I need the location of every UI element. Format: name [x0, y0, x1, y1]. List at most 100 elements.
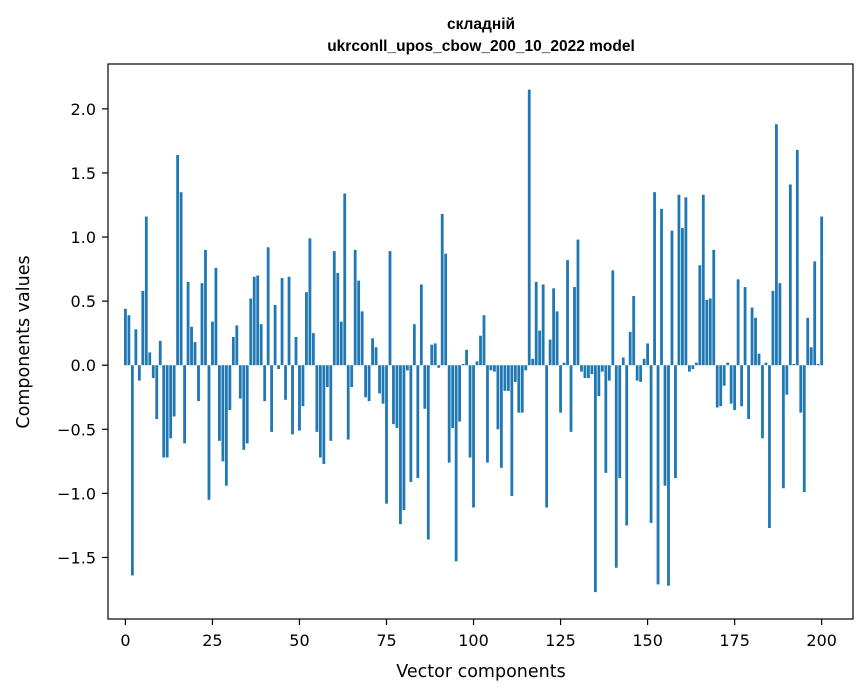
- bar-component-19: [190, 326, 193, 366]
- bar-component-167: [705, 299, 709, 366]
- bar-component-129: [573, 287, 576, 366]
- bar-component-195: [802, 365, 806, 493]
- bar-component-163: [691, 365, 695, 370]
- bar-component-58: [325, 365, 329, 387]
- bar-component-109: [503, 365, 507, 391]
- plot-area-frame: [107, 63, 854, 620]
- bar-component-40: [263, 365, 267, 402]
- bar-component-30: [228, 365, 232, 411]
- bar-component-173: [726, 362, 730, 366]
- bar-component-193: [795, 149, 799, 366]
- bar-component-83: [412, 324, 416, 366]
- bar-component-36: [249, 298, 253, 366]
- x-tick-label: 125: [545, 631, 576, 650]
- bar-component-87: [426, 365, 430, 540]
- bar-component-64: [346, 365, 350, 440]
- bar-component-200: [820, 216, 824, 366]
- bar-component-20: [193, 342, 197, 366]
- bar-component-123: [552, 288, 555, 366]
- bar-component-153: [656, 365, 660, 585]
- bar-component-194: [799, 365, 803, 413]
- bar-component-63: [343, 193, 347, 366]
- bar-component-125: [559, 365, 562, 413]
- bar-component-127: [566, 260, 569, 366]
- bar-component-18: [186, 281, 190, 366]
- bar-component-135: [593, 365, 597, 593]
- y-tick-label: 1.5: [71, 164, 96, 183]
- bar-component-154: [660, 208, 663, 366]
- bar-component-34: [242, 365, 246, 450]
- bar-component-7: [148, 352, 152, 366]
- bar-component-161: [684, 197, 688, 366]
- bar-component-116: [527, 89, 531, 366]
- bar-component-47: [287, 276, 291, 366]
- bar-component-60: [332, 251, 336, 366]
- bar-component-49: [294, 337, 298, 366]
- bar-component-132: [583, 365, 587, 379]
- bar-component-46: [284, 365, 287, 400]
- bar-component-71: [371, 338, 374, 366]
- bar-component-141: [614, 365, 618, 568]
- bar-component-9: [155, 365, 159, 420]
- bar-component-68: [360, 311, 364, 366]
- bar-component-42: [270, 365, 274, 432]
- bar-component-52: [305, 292, 308, 366]
- bar-component-53: [308, 238, 312, 366]
- bar-component-54: [312, 333, 315, 366]
- bar-component-65: [350, 365, 354, 387]
- bar-component-4: [137, 365, 141, 381]
- bar-component-96: [458, 365, 462, 422]
- x-tick-label: 25: [202, 631, 222, 650]
- bar-component-88: [430, 344, 434, 366]
- y-tick-label: 0.5: [71, 292, 96, 311]
- bar-component-190: [785, 365, 789, 395]
- bar-component-85: [419, 284, 423, 366]
- bar-component-137: [600, 365, 604, 372]
- bar-component-145: [628, 331, 632, 366]
- bar-component-73: [378, 365, 381, 394]
- bar-component-5: [141, 290, 145, 366]
- bar-component-115: [524, 365, 528, 371]
- bar-component-175: [733, 365, 737, 411]
- bar-component-80: [402, 365, 406, 511]
- bar-component-139: [607, 365, 611, 381]
- bar-component-169: [712, 249, 716, 366]
- bar-component-168: [708, 298, 712, 366]
- bar-component-159: [677, 194, 681, 366]
- bar-component-146: [632, 296, 636, 366]
- bar-component-14: [172, 365, 176, 417]
- bar-component-177: [740, 365, 743, 407]
- bar-component-164: [694, 362, 698, 366]
- bar-component-2: [130, 365, 134, 576]
- bar-component-100: [472, 365, 475, 508]
- bar-component-101: [475, 361, 479, 366]
- bar-component-78: [395, 365, 399, 429]
- bar-component-118: [534, 281, 538, 366]
- bar-component-75: [385, 365, 388, 504]
- bar-component-183: [761, 365, 764, 439]
- bar-component-32: [235, 325, 239, 366]
- bar-component-155: [663, 365, 667, 486]
- bar-component-176: [736, 279, 740, 366]
- bar-component-70: [367, 365, 371, 402]
- bar-component-150: [646, 343, 649, 366]
- bar-component-25: [211, 321, 214, 366]
- bar-component-108: [500, 365, 503, 468]
- bar-component-162: [687, 365, 691, 372]
- bar-component-67: [357, 280, 361, 366]
- bar-component-143: [621, 357, 625, 366]
- bar-component-165: [698, 265, 702, 366]
- bar-component-187: [775, 124, 778, 366]
- bar-component-3: [134, 329, 138, 366]
- bar-component-74: [381, 365, 385, 404]
- bar-component-134: [590, 365, 594, 375]
- bar-component-158: [674, 365, 677, 478]
- bar-component-140: [611, 270, 615, 366]
- bar-component-117: [531, 358, 535, 366]
- bar-component-22: [200, 283, 204, 366]
- bar-component-133: [587, 365, 590, 379]
- bar-component-191: [788, 184, 792, 366]
- bar-component-130: [576, 239, 580, 366]
- bar-component-38: [256, 275, 260, 366]
